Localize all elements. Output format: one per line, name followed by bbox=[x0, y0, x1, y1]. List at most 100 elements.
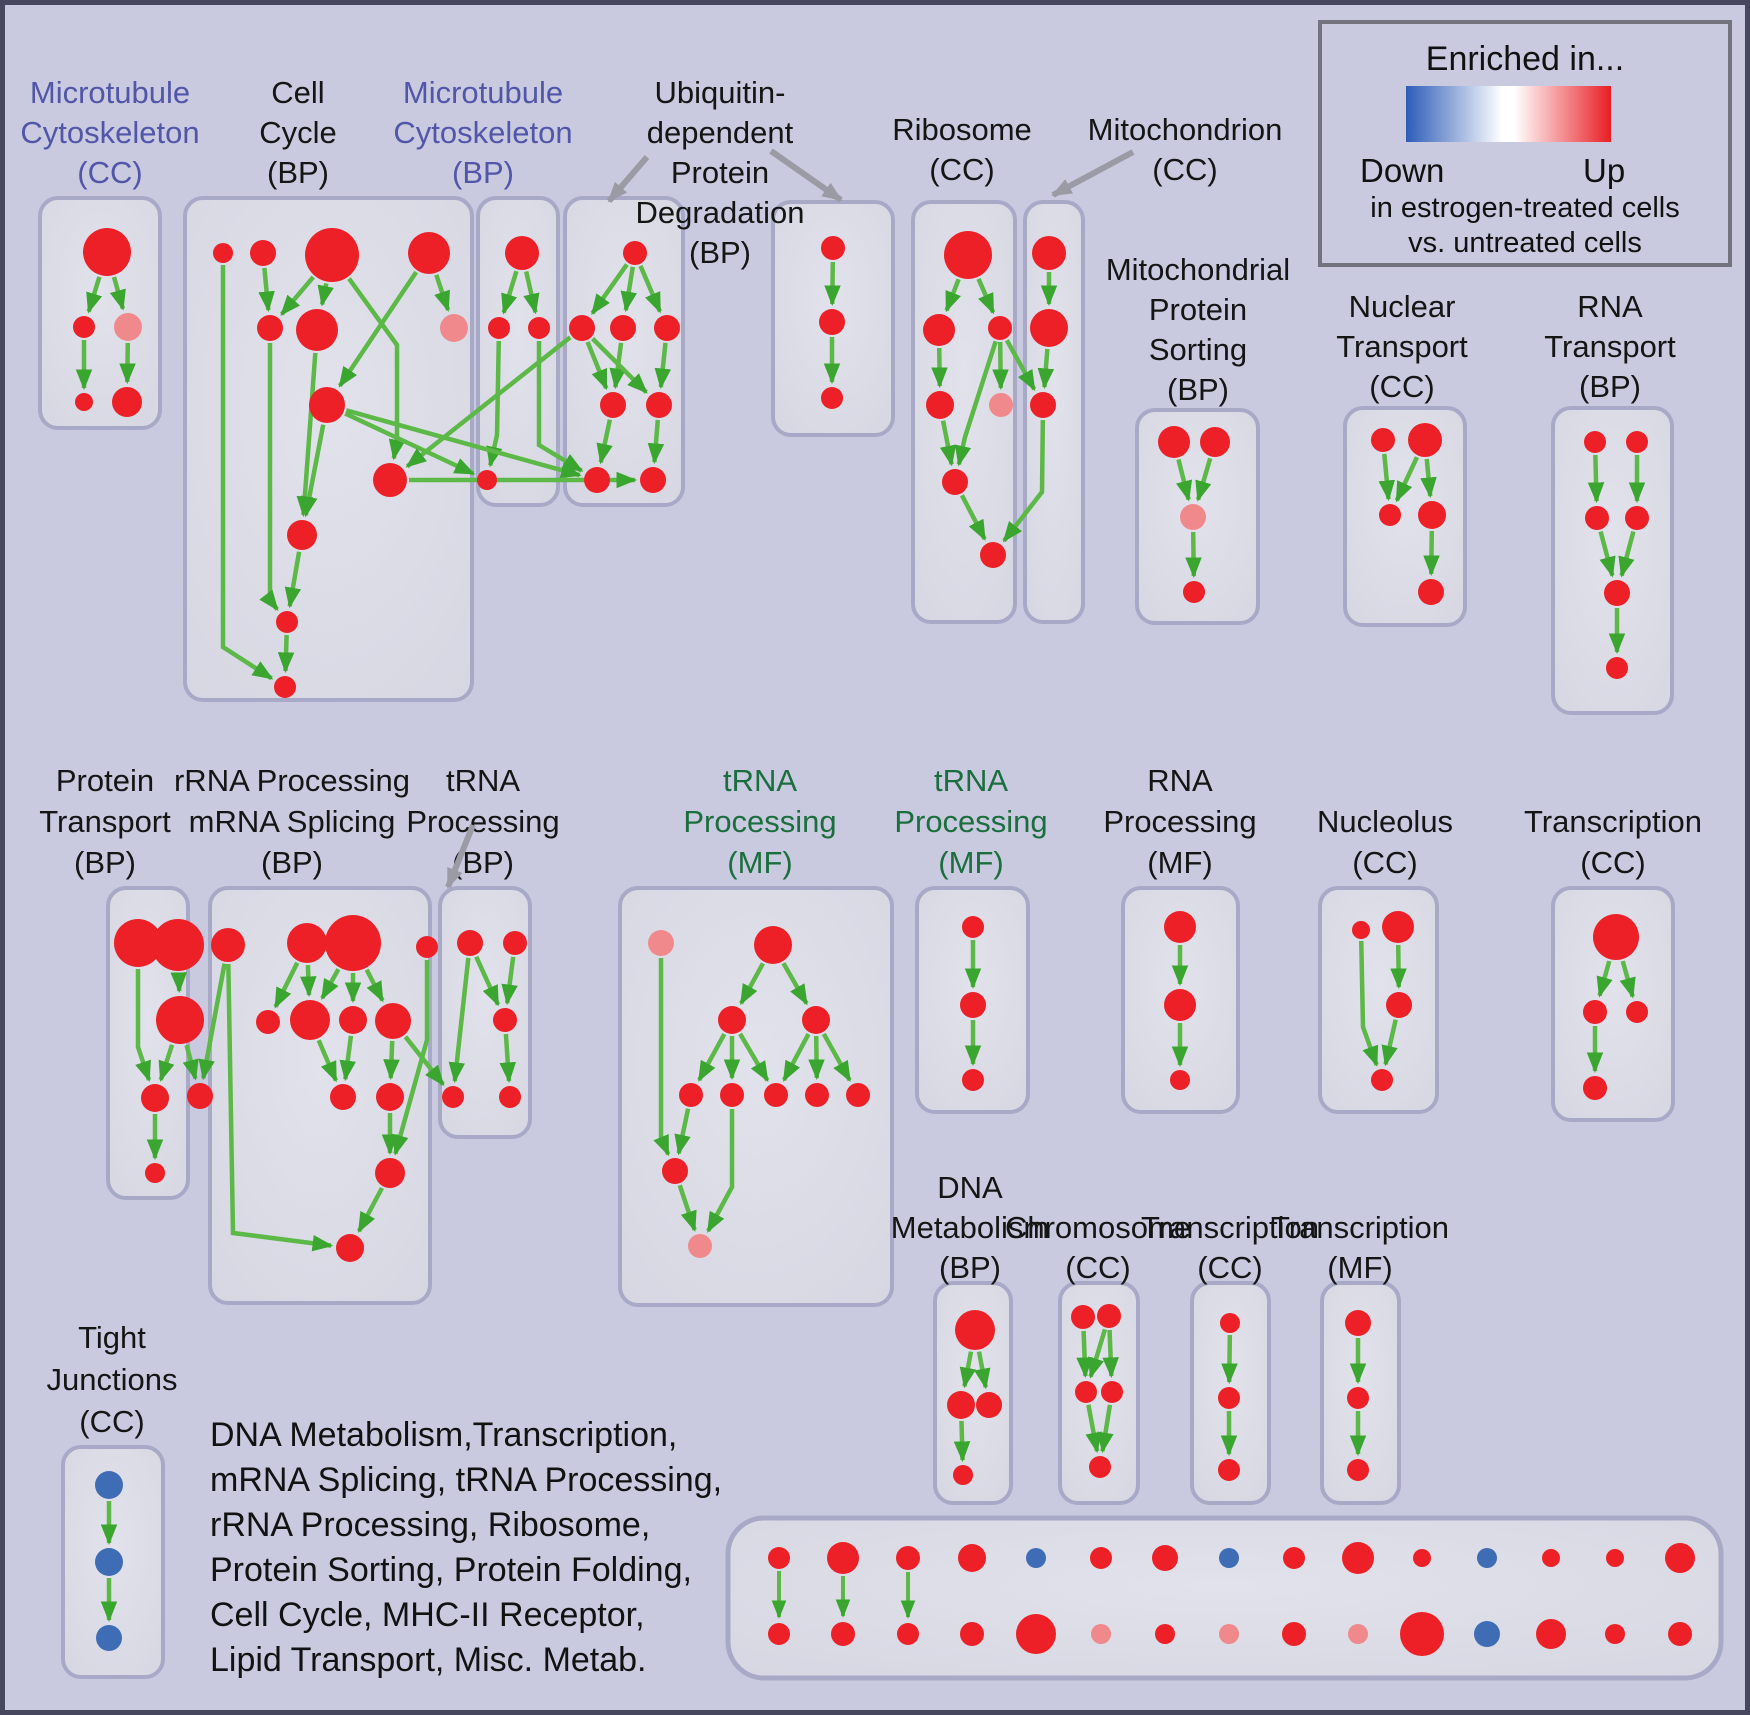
go-term-node bbox=[488, 317, 510, 339]
edge-arrow bbox=[344, 411, 476, 476]
go-term-node bbox=[1345, 1310, 1371, 1336]
go-term-node bbox=[600, 392, 626, 418]
go-term-node bbox=[897, 1623, 919, 1645]
go-term-node bbox=[1386, 992, 1412, 1018]
go-term-node bbox=[1665, 1543, 1695, 1573]
cluster-box-mito bbox=[1023, 200, 1085, 624]
edge-arrow bbox=[284, 551, 302, 609]
go-term-node bbox=[325, 915, 381, 971]
edge-arrow bbox=[620, 266, 637, 313]
go-term-node bbox=[1075, 1381, 1097, 1403]
edge-arrow bbox=[1390, 944, 1407, 990]
go-term-node bbox=[754, 926, 792, 964]
edge-arrow bbox=[434, 274, 451, 312]
go-term-node bbox=[923, 314, 955, 346]
edge-arrow bbox=[226, 963, 334, 1252]
edge-arrow bbox=[1358, 940, 1379, 1067]
go-term-node bbox=[720, 1083, 744, 1107]
edge-arrow bbox=[1175, 458, 1193, 502]
go-term-node bbox=[846, 1083, 870, 1107]
go-term-node bbox=[1183, 581, 1205, 603]
edge-arrow bbox=[654, 342, 672, 390]
go-term-node bbox=[1400, 1612, 1444, 1656]
go-term-node bbox=[688, 1234, 712, 1258]
go-term-node bbox=[1164, 911, 1196, 943]
go-term-node bbox=[1413, 1549, 1431, 1567]
label-pointer-arrow bbox=[769, 148, 843, 203]
edge-arrow bbox=[992, 341, 1009, 391]
go-term-node bbox=[1583, 1000, 1607, 1024]
go-term-node bbox=[305, 228, 359, 282]
go-term-node bbox=[1016, 1614, 1056, 1654]
edge-arrow bbox=[738, 1032, 770, 1083]
cluster-label-transcription-mf: Transcription (MF) bbox=[1271, 1210, 1449, 1285]
edge-arrow bbox=[959, 494, 987, 541]
cluster-label-cell-cycle: Cell Cycle (BP) bbox=[259, 75, 337, 190]
edge-arrow bbox=[356, 1186, 384, 1234]
cluster-label-dna-metab: DNA Metabolism (BP) bbox=[891, 1170, 1050, 1285]
edge-arrow bbox=[1195, 457, 1213, 502]
go-term-node bbox=[955, 1310, 995, 1350]
label-pointer-arrow bbox=[1051, 149, 1135, 198]
misc-note-line: DNA Metabolism,Transcription, bbox=[210, 1416, 678, 1454]
go-term-node bbox=[250, 240, 276, 266]
go-term-node bbox=[1585, 506, 1609, 530]
edge-arrow bbox=[1085, 1404, 1102, 1454]
go-term-node bbox=[1477, 1548, 1497, 1568]
go-term-node bbox=[1155, 1624, 1175, 1644]
edges bbox=[75, 261, 1646, 1623]
edge-arrow bbox=[1618, 530, 1636, 578]
edge-arrow bbox=[499, 1033, 517, 1084]
go-term-node bbox=[505, 236, 539, 270]
go-term-node bbox=[821, 236, 845, 260]
go-term-node bbox=[75, 393, 93, 411]
go-term-node bbox=[768, 1623, 790, 1645]
go-term-node bbox=[819, 309, 845, 335]
cluster-box-transcription-cc-2 bbox=[1551, 886, 1675, 1122]
go-term-node bbox=[1090, 1547, 1112, 1569]
cluster-box-cell-cycle bbox=[183, 196, 474, 702]
go-term-node bbox=[1218, 1387, 1240, 1409]
legend-context-line1: in estrogen-treated cells bbox=[1370, 192, 1680, 224]
edge-arrow bbox=[824, 261, 841, 307]
go-term-node bbox=[274, 676, 296, 698]
edge-arrow bbox=[1394, 456, 1420, 503]
go-term-node bbox=[83, 228, 131, 276]
edge-arrow bbox=[301, 424, 326, 518]
go-term-node bbox=[1542, 1549, 1560, 1567]
cluster-box-chromosome bbox=[1058, 1281, 1140, 1505]
go-term-node bbox=[958, 1544, 986, 1572]
go-term-node bbox=[1200, 427, 1230, 457]
edge-arrow bbox=[182, 1044, 199, 1081]
go-term-node bbox=[1180, 504, 1206, 530]
go-term-node bbox=[114, 313, 142, 341]
edge-arrow bbox=[317, 282, 334, 307]
edge-arrow bbox=[501, 270, 519, 315]
go-term-node bbox=[988, 316, 1012, 340]
go-term-node bbox=[1158, 426, 1190, 458]
go-term-node bbox=[1418, 501, 1446, 529]
go-term-node bbox=[1352, 921, 1370, 939]
edge-arrow bbox=[501, 956, 518, 1006]
go-term-node bbox=[528, 317, 550, 339]
edge-arrow bbox=[1002, 419, 1046, 543]
cluster-label-rna-transport: RNA Transport (BP) bbox=[1544, 289, 1676, 404]
go-term-node bbox=[831, 1622, 855, 1646]
edge-arrow bbox=[821, 1032, 852, 1082]
go-term-node bbox=[1030, 309, 1068, 347]
go-term-node bbox=[95, 1471, 123, 1499]
edge-arrow bbox=[677, 1184, 697, 1232]
go-term-node bbox=[944, 231, 992, 279]
go-term-node bbox=[141, 1084, 169, 1112]
go-term-node bbox=[1097, 1304, 1121, 1328]
cluster-label-mt-bp: Microtubule Cytoskeleton (BP) bbox=[393, 75, 572, 190]
go-term-node bbox=[1220, 1313, 1240, 1333]
edge-arrow bbox=[339, 1035, 356, 1082]
go-term-node bbox=[376, 1083, 404, 1111]
go-term-node bbox=[442, 1086, 464, 1108]
go-term-node bbox=[96, 1625, 122, 1651]
misc-note: DNA Metabolism,Transcription, mRNA Splic… bbox=[210, 1413, 722, 1683]
edge-arrow bbox=[364, 968, 385, 1003]
edge-arrow bbox=[781, 962, 809, 1006]
go-term-node bbox=[1583, 1076, 1607, 1100]
